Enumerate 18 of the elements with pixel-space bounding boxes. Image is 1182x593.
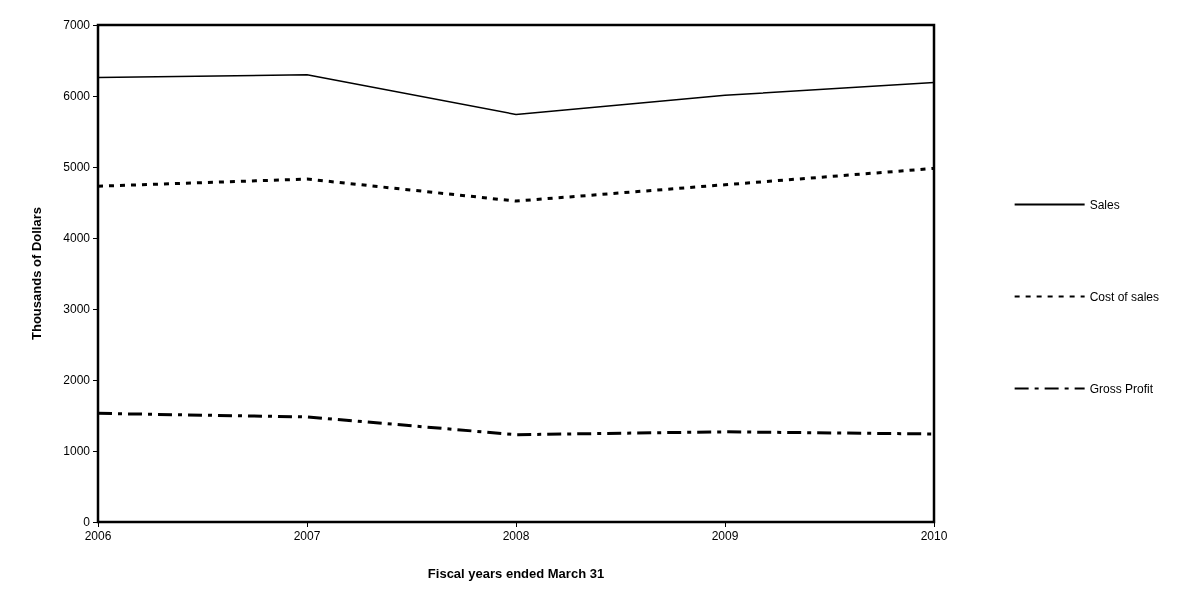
- x-tick-label: 2007: [293, 529, 321, 543]
- y-tick-label: 1000: [63, 444, 91, 458]
- text: Gross Profit: [1089, 381, 1154, 396]
- y-tick-label: 6000: [63, 89, 91, 103]
- x-tick-label: 2010: [920, 529, 948, 543]
- x-tick-label: 2006: [84, 529, 112, 543]
- y-tick-label: 2000: [63, 373, 91, 387]
- y-tick-label: 4000: [63, 231, 91, 245]
- x-tick-label: 2009: [711, 529, 739, 543]
- y-tick-label: 3000: [63, 302, 91, 316]
- y-axis-title: Thousands of Dollars: [29, 207, 44, 340]
- y-tick-label: 7000: [63, 18, 91, 32]
- x-tick-label: 2008: [502, 529, 530, 543]
- text: Cost of sales: [1089, 289, 1160, 304]
- y-tick-label: 5000: [63, 160, 91, 174]
- x-axis-title: Fiscal years ended March 31: [427, 566, 605, 581]
- text: Sales: [1089, 197, 1120, 212]
- y-tick-label: 0: [83, 515, 91, 529]
